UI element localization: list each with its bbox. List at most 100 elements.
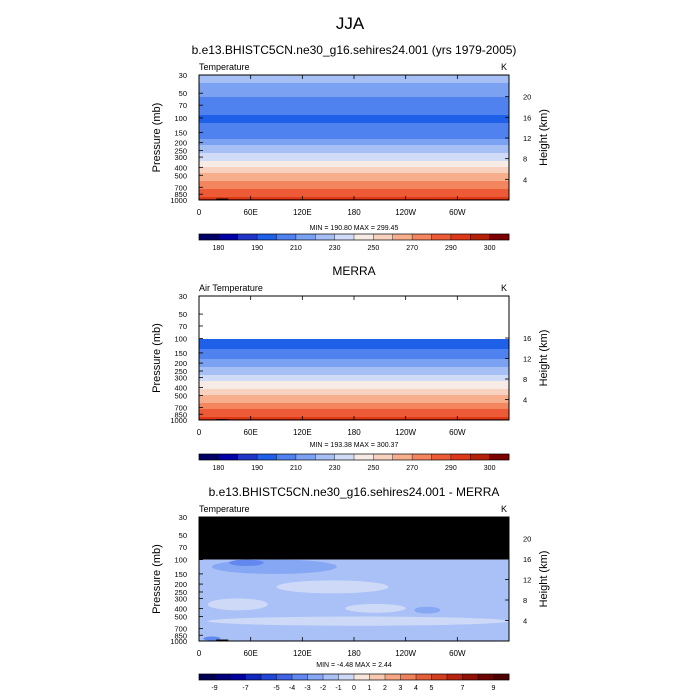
colorbar-label: 270 xyxy=(406,245,418,252)
colorbar-label: -9 xyxy=(211,685,217,692)
units-label: K xyxy=(501,504,507,514)
contour-band xyxy=(199,123,509,126)
contour-band xyxy=(199,353,509,356)
contour-band xyxy=(199,355,509,358)
height-tick-label: 16 xyxy=(523,334,531,343)
x-tick-label: 60W xyxy=(449,649,466,658)
panel-title: b.e13.BHISTC5CN.ne30_g16.sehires24.001 (… xyxy=(192,43,517,57)
contour-band xyxy=(199,393,509,396)
colorbar-swatch xyxy=(218,234,239,240)
units-label: K xyxy=(501,283,507,293)
colorbar-label: 250 xyxy=(368,245,380,252)
contour-band xyxy=(199,155,509,158)
contour-patch xyxy=(229,559,264,567)
colorbar-label: 230 xyxy=(329,465,341,472)
contour-band xyxy=(199,409,509,412)
contour-band xyxy=(199,397,509,400)
units-label: K xyxy=(501,62,507,72)
colorbar-swatch xyxy=(493,674,510,680)
colorbar-swatch xyxy=(237,234,258,240)
contour-band xyxy=(199,111,509,114)
contour-band xyxy=(199,117,509,120)
contour-band xyxy=(199,105,509,108)
x-tick-label: 60E xyxy=(244,649,258,658)
colorbar-swatch xyxy=(400,674,417,680)
contour-band xyxy=(199,383,509,386)
colorbar-swatch xyxy=(292,674,308,680)
contour-band xyxy=(199,159,509,162)
colorbar-swatch xyxy=(450,454,471,460)
topography-mask xyxy=(216,639,229,641)
contour-band xyxy=(199,83,509,86)
x-tick-label: 180 xyxy=(347,428,361,437)
y-tick-label: 70 xyxy=(179,322,187,331)
y-tick-label: 850 xyxy=(174,190,187,199)
contour-band xyxy=(199,153,509,156)
contour-band xyxy=(199,97,509,100)
colorbar-swatch xyxy=(392,234,413,240)
min-max-stats: MIN = 190.80 MAX = 299.45 xyxy=(310,225,399,232)
colorbar-swatch xyxy=(334,454,355,460)
colorbar-swatch xyxy=(295,234,316,240)
colorbar-swatch xyxy=(334,234,355,240)
contour-band xyxy=(199,127,509,130)
y-tick-label: 150 xyxy=(174,128,187,137)
contour-band xyxy=(199,407,509,410)
y-tick-label: 30 xyxy=(179,71,187,80)
colorbar-label: 1 xyxy=(368,685,372,692)
variable-label: Temperature xyxy=(199,504,250,514)
colorbar-label: -4 xyxy=(289,685,295,692)
contour-band xyxy=(199,125,509,128)
contour-band xyxy=(199,133,509,136)
colorbar-swatch xyxy=(431,674,448,680)
colorbar-swatch xyxy=(307,674,324,680)
y2-axis-label: Height (km) xyxy=(538,109,550,166)
y-tick-label: 250 xyxy=(174,147,187,156)
contour-band xyxy=(199,181,509,184)
colorbar-label: 7 xyxy=(461,685,465,692)
contour-band xyxy=(199,411,509,414)
height-tick-label: 8 xyxy=(523,375,527,384)
height-tick-label: 12 xyxy=(523,355,531,364)
contour-band xyxy=(199,81,509,84)
topography-mask xyxy=(216,198,229,200)
contour-band xyxy=(199,401,509,404)
colorbar-label: -2 xyxy=(320,685,326,692)
colorbar-swatch xyxy=(338,674,355,680)
colorbar-label: 210 xyxy=(290,245,302,252)
contour-band xyxy=(199,101,509,104)
y-tick-label: 700 xyxy=(174,183,187,192)
y-tick-label: 250 xyxy=(174,588,187,597)
contour-band xyxy=(199,109,509,112)
colorbar-swatch xyxy=(462,674,479,680)
contour-band xyxy=(199,137,509,140)
contour-band xyxy=(199,377,509,380)
height-tick-label: 12 xyxy=(523,134,531,143)
colorbar-label: 290 xyxy=(445,465,457,472)
height-tick-label: 16 xyxy=(523,113,531,122)
colorbar-swatch xyxy=(218,454,239,460)
colorbar-swatch xyxy=(412,454,432,460)
colorbar-swatch xyxy=(373,234,394,240)
contour-band xyxy=(199,135,509,138)
contour-band xyxy=(199,161,509,164)
y-tick-label: 200 xyxy=(174,359,187,368)
contour-band xyxy=(199,163,509,166)
contour-band xyxy=(199,187,509,190)
contour-band xyxy=(199,347,509,350)
contour-band xyxy=(199,381,509,384)
y-tick-label: 300 xyxy=(174,153,187,162)
y-tick-label: 30 xyxy=(179,292,187,301)
x-tick-label: 0 xyxy=(197,649,202,658)
contour-band xyxy=(199,339,509,342)
colorbar-swatch xyxy=(431,234,452,240)
variable-label: Air Temperature xyxy=(199,283,263,293)
contour-band xyxy=(199,349,509,352)
y-tick-label: 50 xyxy=(179,89,187,98)
colorbar-swatch xyxy=(354,674,370,680)
contour-band xyxy=(199,169,509,172)
contour-band xyxy=(199,149,509,152)
y-tick-label: 1000 xyxy=(170,416,187,425)
panel-title: MERRA xyxy=(332,264,375,278)
colorbar-swatch xyxy=(315,234,335,240)
